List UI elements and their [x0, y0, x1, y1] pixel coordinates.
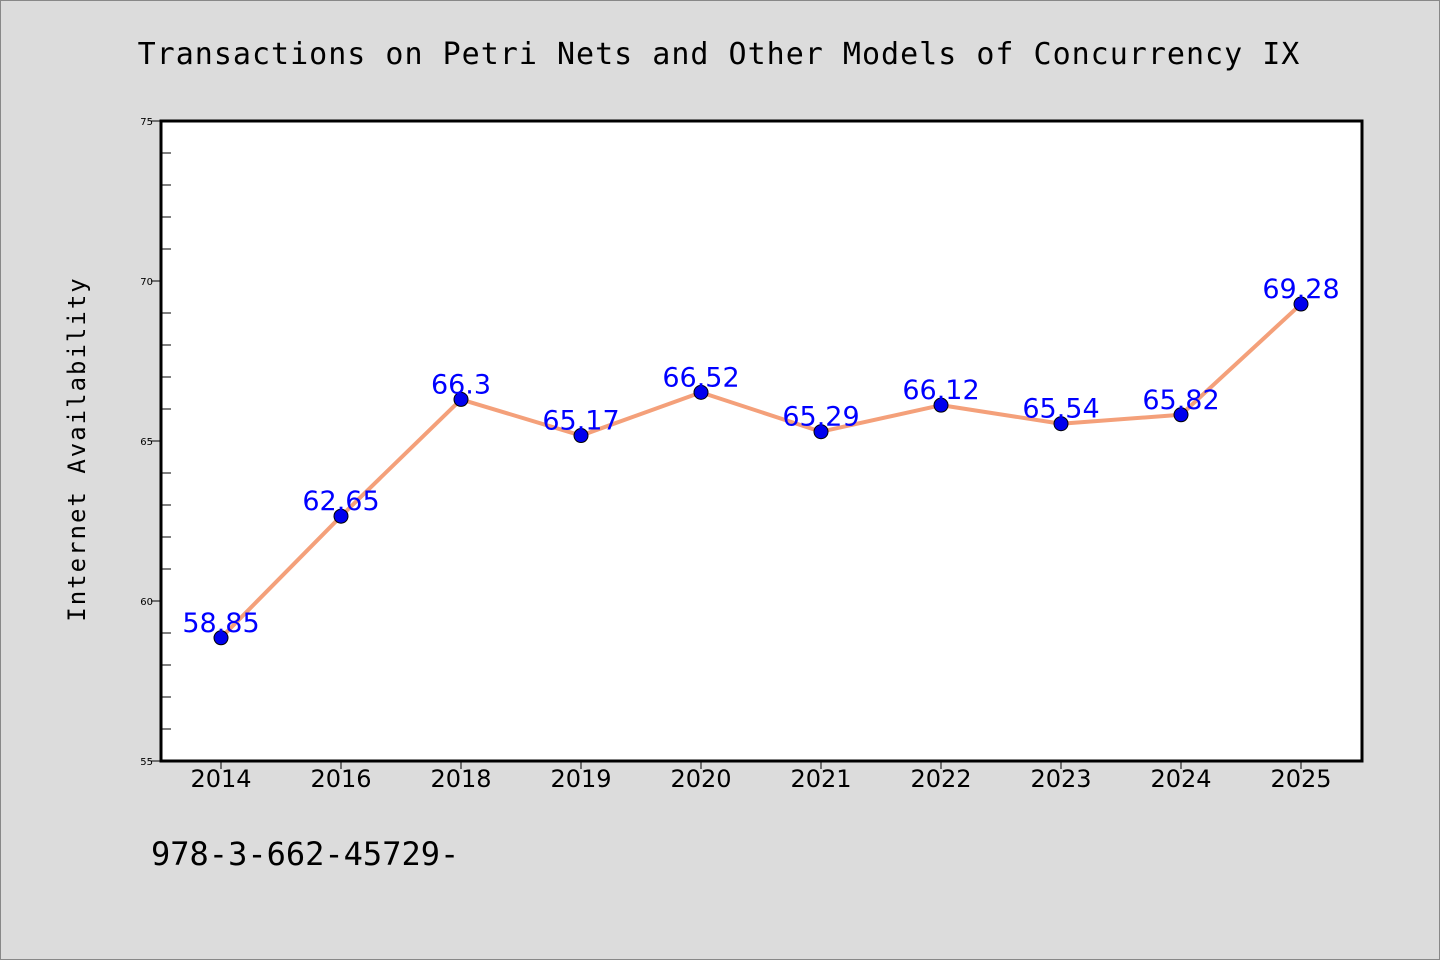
data-point [933, 397, 949, 413]
x-tick-label: 2022 [910, 765, 971, 793]
series-layer: 58.85 62.65 66.3 65.17 66.52 65.29 66.12 65.54 6… [182, 274, 1340, 646]
x-axis-ticks: 2014 2016 2018 2019 2020 2021 2022 2023 2024 2025 [190, 761, 1332, 793]
data-label: 66.12 [902, 375, 979, 406]
data-label: 65.29 [782, 402, 859, 433]
x-tick-label: 2021 [790, 765, 851, 793]
y-tick-label: 55 [140, 757, 153, 768]
plot-area [161, 121, 1362, 761]
y-tick-label: 75 [140, 117, 153, 128]
series-line [219, 302, 1303, 640]
y-axis-ticks: 55 60 65 70 75 [140, 117, 171, 768]
data-label: 62.65 [302, 486, 379, 517]
x-tick-label: 2019 [550, 765, 611, 793]
data-label: 65.17 [542, 406, 619, 437]
x-tick-label: 2024 [1150, 765, 1211, 793]
x-tick-label: 2018 [430, 765, 491, 793]
data-point [693, 384, 709, 400]
chart-title: Transactions on Petri Nets and Other Mod… [138, 37, 1301, 72]
footer-text: 978-3-662-45729- [151, 835, 459, 873]
x-tick-label: 2014 [190, 765, 251, 793]
data-label: 65.54 [1022, 394, 1099, 425]
data-point [1053, 416, 1069, 432]
data-point [1293, 296, 1309, 312]
data-point [213, 630, 229, 646]
y-tick-label: 60 [140, 597, 153, 608]
data-point [333, 508, 349, 524]
data-point [573, 428, 589, 444]
data-label: 69.28 [1262, 274, 1339, 305]
data-point [1173, 407, 1189, 423]
data-point [813, 424, 829, 440]
plot-frame [159, 119, 1364, 763]
x-tick-label: 2016 [310, 765, 371, 793]
data-label: 66.3 [431, 369, 491, 400]
data-label: 58.85 [182, 608, 259, 639]
y-tick-label: 65 [140, 437, 153, 448]
data-label: 66.52 [662, 362, 739, 393]
y-axis-label: Internet Availability [63, 276, 91, 621]
x-tick-label: 2025 [1270, 765, 1331, 793]
x-tick-label: 2020 [670, 765, 731, 793]
x-tick-label: 2023 [1030, 765, 1091, 793]
data-label: 65.82 [1142, 385, 1219, 416]
data-point [453, 391, 469, 407]
y-tick-label: 70 [140, 277, 153, 288]
